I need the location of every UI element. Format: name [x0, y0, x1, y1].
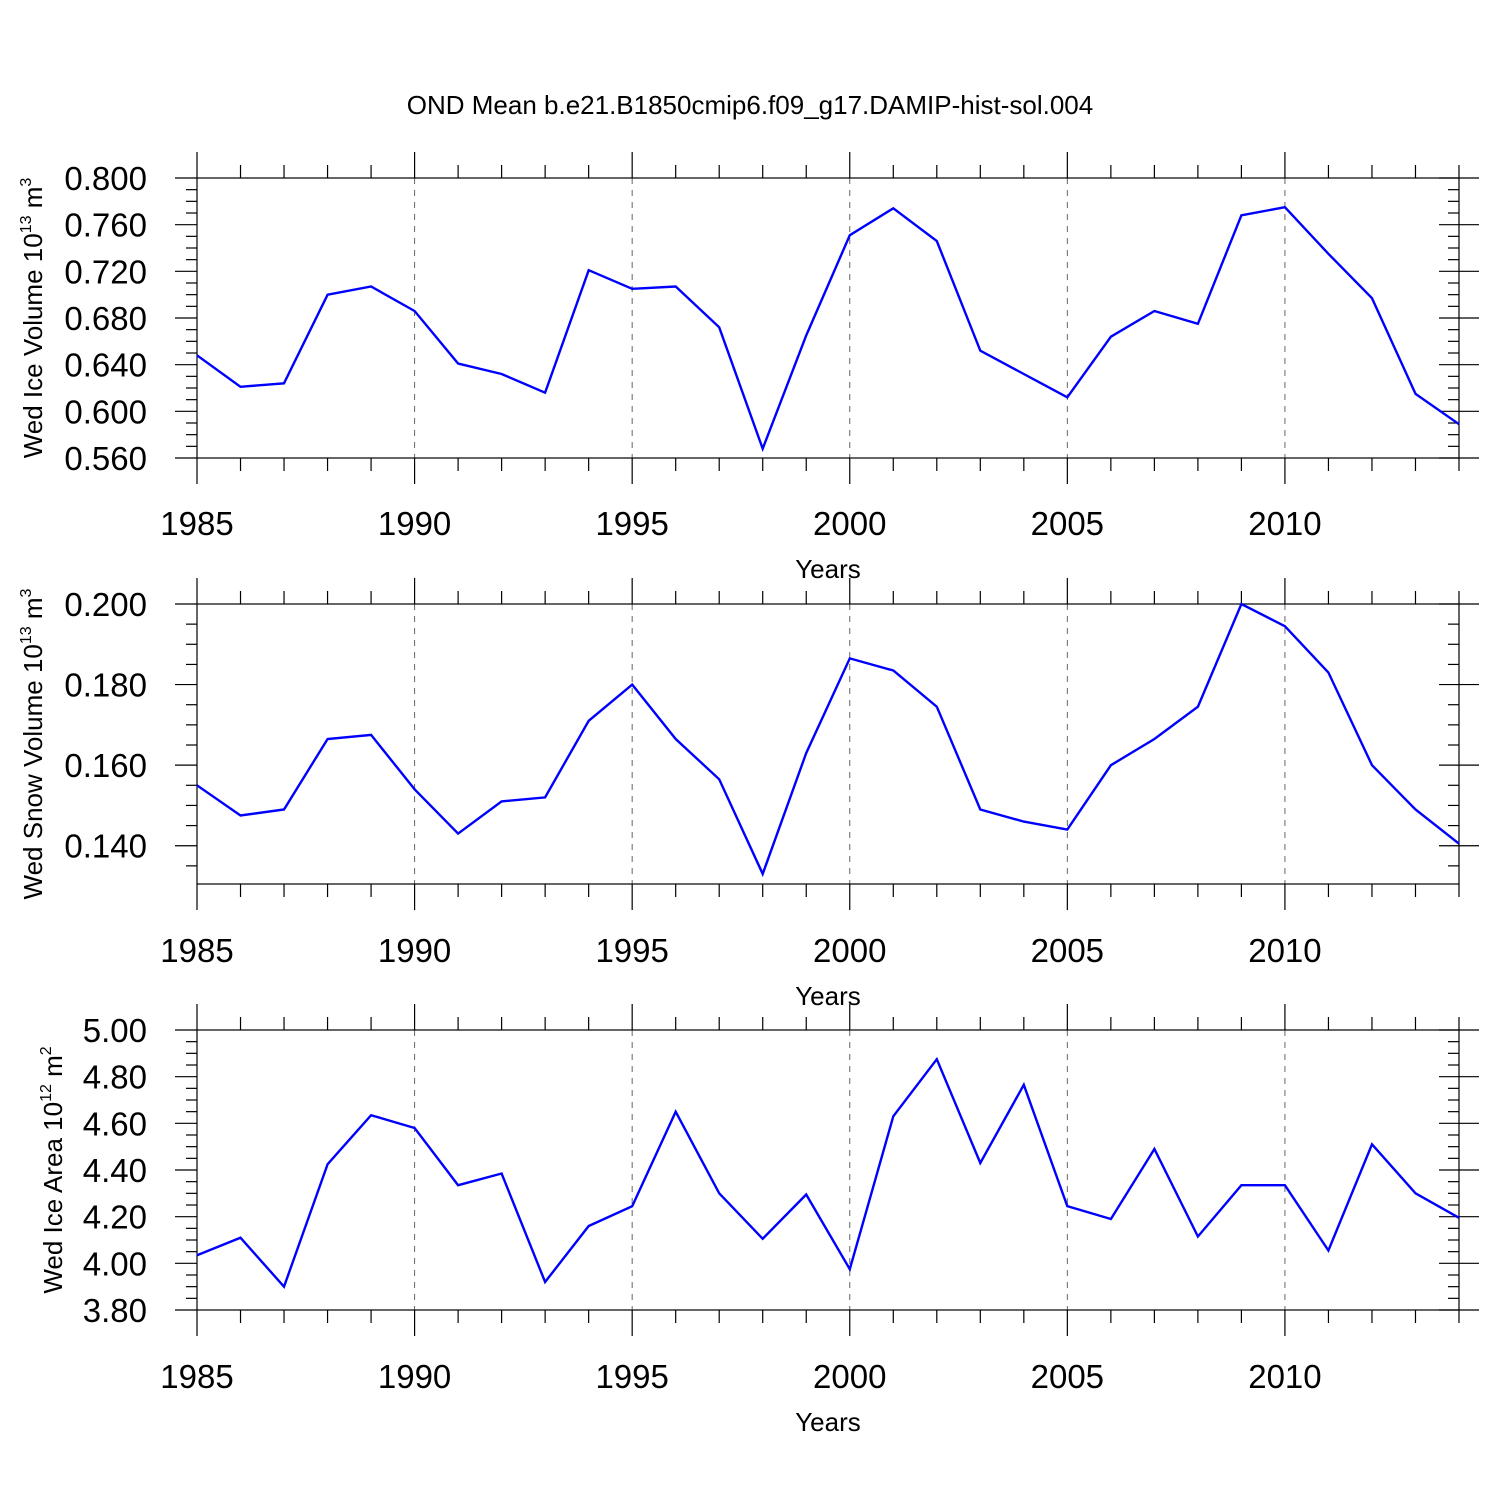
x-tick-label: 1985	[160, 1358, 233, 1395]
x-tick-label: 2000	[813, 932, 886, 969]
x-tick-label: 2005	[1031, 505, 1104, 542]
x-tick-label: 1995	[595, 1358, 668, 1395]
plot-frame	[196, 177, 1460, 459]
x-tick-label: 2010	[1248, 1358, 1321, 1395]
y-axis-label: Wed Snow Volume 1013 m3	[18, 588, 48, 899]
x-tick-label: 2010	[1248, 932, 1321, 969]
y-tick-label: 4.20	[83, 1199, 147, 1236]
series-line	[196, 1056, 1460, 1290]
y-axis-label: Wed Ice Area 1012 m2	[38, 1046, 68, 1293]
y-tick-label: 4.00	[83, 1245, 147, 1282]
y-tick-label: 0.140	[64, 828, 147, 865]
x-tick-label: 1985	[160, 932, 233, 969]
plot-frame	[196, 603, 1460, 885]
panel-1: 0.560 0.600 0.640 0.680 0.720 0.760 0.800 1985 1…	[18, 152, 1479, 584]
x-axis-label: Years	[795, 981, 861, 1011]
x-tick-label: 2010	[1248, 505, 1321, 542]
x-tick-label: 2005	[1031, 1358, 1104, 1395]
y-tick-label: 4.40	[83, 1152, 147, 1189]
y-tick-label: 0.800	[64, 160, 147, 197]
series-line	[196, 602, 1460, 878]
series-line	[196, 205, 1460, 453]
y-tick-label: 3.80	[83, 1292, 147, 1329]
y-tick-label: 0.640	[64, 347, 147, 384]
x-tick-label: 2000	[813, 505, 886, 542]
plot-frame	[196, 1029, 1460, 1311]
y-tick-label: 0.160	[64, 747, 147, 784]
y-axis-label: Wed Ice Volume 1013 m3	[18, 178, 48, 459]
x-tick-label: 1995	[595, 932, 668, 969]
x-axis-label: Years	[795, 554, 861, 584]
panel-3: 3.80 4.00 4.20 4.40 4.60 4.80 5.00 1985 1990 1995…	[38, 1004, 1479, 1437]
x-tick-label: 2005	[1031, 932, 1104, 969]
y-tick-label: 0.680	[64, 300, 147, 337]
x-tick-label: 1990	[378, 1358, 451, 1395]
x-tick-label: 1990	[378, 505, 451, 542]
y-tick-label: 5.00	[83, 1012, 147, 1049]
x-tick-label: 2000	[813, 1358, 886, 1395]
x-axis-label: Years	[795, 1407, 861, 1437]
y-tick-label: 0.180	[64, 667, 147, 704]
x-tick-label: 1985	[160, 505, 233, 542]
panel-2: 0.140 0.160 0.180 0.200 1985 1990 1995 2000 2005…	[18, 578, 1479, 1011]
y-tick-label: 0.200	[64, 586, 147, 623]
figure-title: OND Mean b.e21.B1850cmip6.f09_g17.DAMIP-…	[407, 90, 1093, 120]
y-tick-label: 4.80	[83, 1059, 147, 1096]
y-tick-label: 0.560	[64, 440, 147, 477]
x-tick-label: 1995	[595, 505, 668, 542]
y-tick-label: 4.60	[83, 1105, 147, 1142]
y-tick-label: 0.720	[64, 253, 147, 290]
y-tick-label: 0.600	[64, 393, 147, 430]
x-tick-label: 1990	[378, 932, 451, 969]
y-tick-label: 0.760	[64, 207, 147, 244]
